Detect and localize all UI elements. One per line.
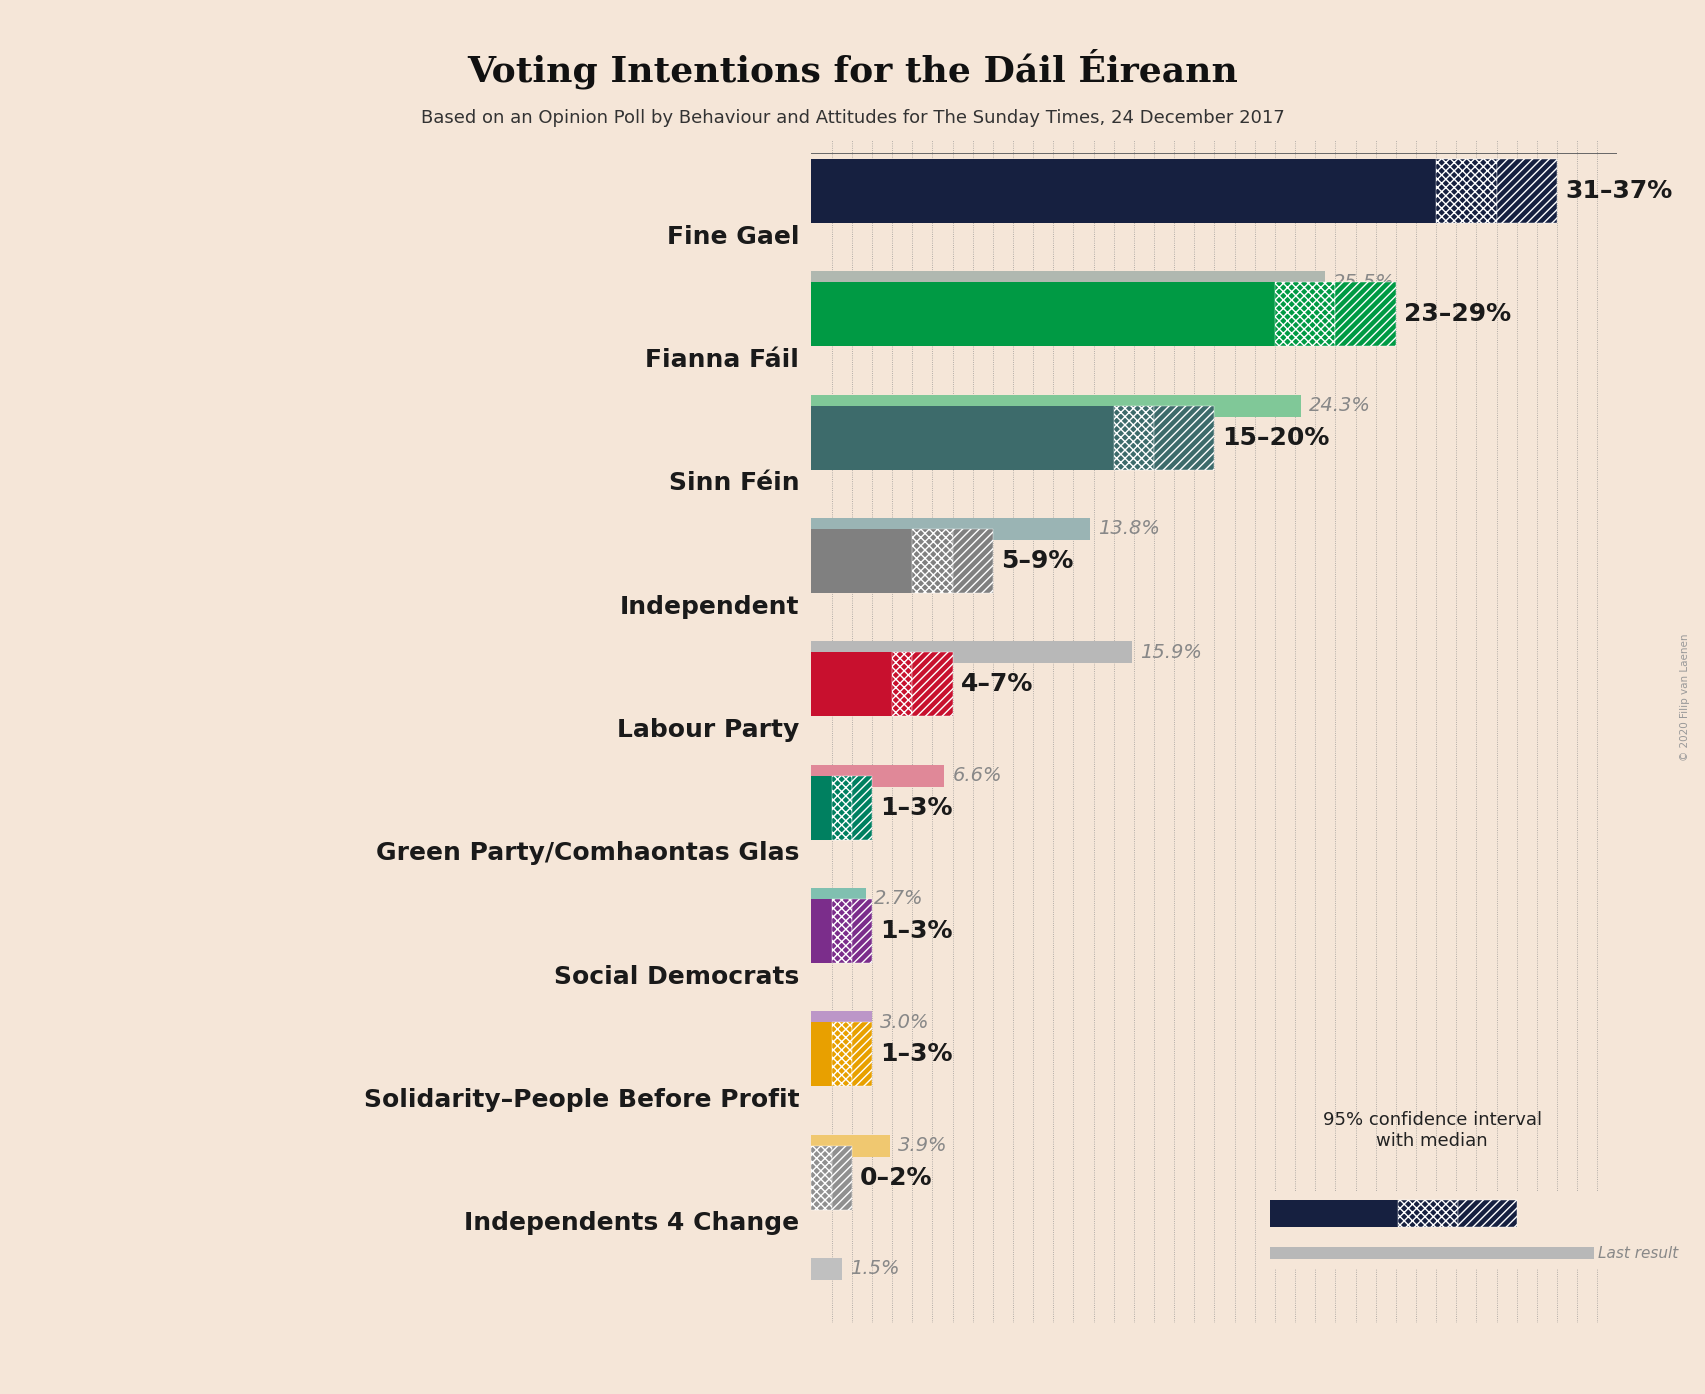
Bar	[812, 159, 1436, 223]
Bar	[852, 899, 871, 963]
Text: 24.3%: 24.3%	[1309, 396, 1371, 415]
Text: Labour Party: Labour Party	[617, 718, 800, 742]
Bar	[812, 395, 1301, 417]
Bar	[912, 528, 953, 592]
Bar	[1154, 406, 1214, 470]
Text: 3.9%: 3.9%	[899, 1136, 948, 1156]
Text: 25.5%: 25.5%	[1333, 273, 1395, 291]
Bar	[1458, 1199, 1517, 1227]
Bar	[832, 1146, 852, 1210]
Bar	[812, 1146, 832, 1210]
Text: 1–3%: 1–3%	[880, 1043, 953, 1066]
Bar	[812, 899, 832, 963]
Bar	[812, 272, 1325, 293]
Text: 13.8%: 13.8%	[1098, 520, 1159, 538]
Bar	[812, 517, 1089, 539]
Text: 3.0%: 3.0%	[880, 1013, 929, 1032]
Text: 1–3%: 1–3%	[880, 919, 953, 942]
Text: 4–7%: 4–7%	[960, 672, 1033, 697]
Bar	[832, 899, 852, 963]
Bar	[812, 1135, 890, 1157]
Bar	[812, 764, 945, 786]
Text: 31–37%: 31–37%	[1565, 178, 1673, 204]
Bar	[812, 888, 866, 910]
Bar	[812, 775, 832, 839]
Bar	[953, 528, 992, 592]
Bar	[812, 652, 892, 717]
Bar	[812, 528, 912, 592]
Bar	[812, 406, 1113, 470]
Bar	[912, 652, 953, 717]
Bar	[1335, 283, 1396, 347]
Bar	[1270, 1248, 1594, 1259]
Text: Green Party/Comhaontas Glas: Green Party/Comhaontas Glas	[377, 842, 800, 866]
Bar	[812, 1011, 871, 1033]
Bar	[1497, 159, 1557, 223]
Bar	[852, 1022, 871, 1086]
Text: 95% confidence interval
with median: 95% confidence interval with median	[1323, 1111, 1541, 1150]
Bar	[832, 775, 852, 839]
Text: 1–3%: 1–3%	[880, 796, 953, 820]
Text: Fine Gael: Fine Gael	[667, 224, 800, 248]
Bar	[1113, 406, 1154, 470]
Bar	[1270, 1199, 1398, 1227]
Text: 6.6%: 6.6%	[953, 767, 1003, 785]
Bar	[832, 1022, 852, 1086]
Bar	[852, 775, 871, 839]
Text: 1.5%: 1.5%	[849, 1259, 899, 1278]
Text: 2.7%: 2.7%	[875, 889, 924, 909]
Bar	[812, 283, 1275, 347]
Bar	[1398, 1199, 1458, 1227]
Bar	[812, 1022, 832, 1086]
Text: Solidarity–People Before Profit: Solidarity–People Before Profit	[363, 1087, 800, 1112]
Bar	[892, 652, 912, 717]
Text: Fianna Fáil: Fianna Fáil	[646, 348, 800, 372]
Text: Based on an Opinion Poll by Behaviour and Attitudes for The Sunday Times, 24 Dec: Based on an Opinion Poll by Behaviour an…	[421, 109, 1284, 127]
Text: Sinn Féin: Sinn Féin	[668, 471, 800, 495]
Text: 23–29%: 23–29%	[1403, 302, 1511, 326]
Text: © 2020 Filip van Laenen: © 2020 Filip van Laenen	[1679, 633, 1690, 761]
Bar	[812, 641, 1132, 664]
Text: Voting Intentions for the Dáil Éireann: Voting Intentions for the Dáil Éireann	[467, 49, 1238, 89]
Text: Independents 4 Change: Independents 4 Change	[464, 1211, 800, 1235]
Bar	[1436, 159, 1497, 223]
Text: 15–20%: 15–20%	[1222, 425, 1330, 450]
Bar	[812, 1257, 842, 1280]
Bar	[1275, 283, 1335, 347]
Text: Last result: Last result	[1599, 1246, 1679, 1260]
Text: 0–2%: 0–2%	[859, 1165, 933, 1189]
Text: Independent: Independent	[621, 595, 800, 619]
Text: 5–9%: 5–9%	[1001, 549, 1072, 573]
Text: 15.9%: 15.9%	[1141, 643, 1202, 662]
Text: Social Democrats: Social Democrats	[554, 965, 800, 988]
